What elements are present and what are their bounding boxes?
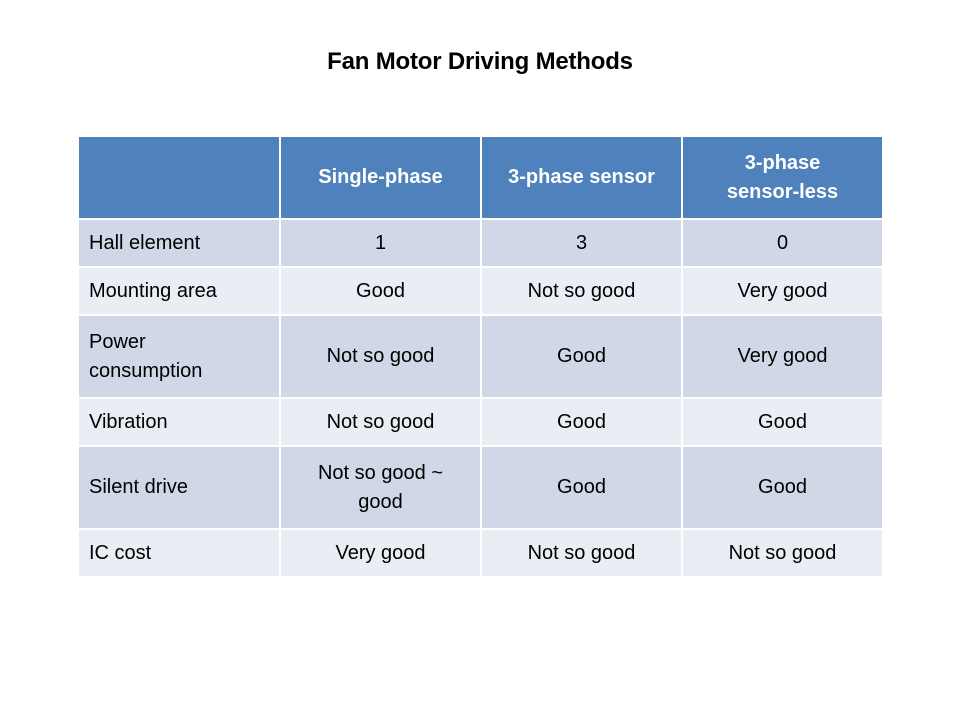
table-row: Hall element 1 3 0 — [77, 218, 884, 268]
row-label: IC cost — [77, 528, 281, 578]
table-cell: Good — [480, 314, 683, 399]
header-cell-3-phase-sensor-less: 3-phase sensor-less — [681, 135, 884, 220]
table-cell: Good — [681, 445, 884, 530]
header-cell-empty — [77, 135, 281, 220]
table-cell: 0 — [681, 218, 884, 268]
table-cell: Very good — [681, 314, 884, 399]
table-row: Power consumption Not so good Good Very … — [77, 314, 884, 399]
table-row: IC cost Very good Not so good Not so goo… — [77, 528, 884, 578]
comparison-table-container: Single-phase 3-phase sensor 3-phase sens… — [77, 135, 884, 578]
header-cell-single-phase: Single-phase — [279, 135, 482, 220]
table-cell: Not so good — [480, 266, 683, 316]
table-cell: Good — [480, 397, 683, 447]
row-label: Power consumption — [77, 314, 281, 399]
table-cell: Not so good — [279, 314, 482, 399]
header-cell-3-phase-sensor: 3-phase sensor — [480, 135, 683, 220]
table-row: Vibration Not so good Good Good — [77, 397, 884, 447]
table-cell: 3 — [480, 218, 683, 268]
table-cell: Not so good ~ good — [279, 445, 482, 530]
row-label: Mounting area — [77, 266, 281, 316]
table-cell: 1 — [279, 218, 482, 268]
row-label: Silent drive — [77, 445, 281, 530]
table-header-row: Single-phase 3-phase sensor 3-phase sens… — [77, 135, 884, 220]
table-row: Mounting area Good Not so good Very good — [77, 266, 884, 316]
table-cell: Very good — [279, 528, 482, 578]
table-row: Silent drive Not so good ~ good Good Goo… — [77, 445, 884, 530]
table-cell: Very good — [681, 266, 884, 316]
table-cell: Not so good — [681, 528, 884, 578]
slide-title: Fan Motor Driving Methods — [327, 48, 633, 75]
row-label: Hall element — [77, 218, 281, 268]
comparison-table: Single-phase 3-phase sensor 3-phase sens… — [77, 135, 884, 578]
table-cell: Not so good — [279, 397, 482, 447]
table-cell: Not so good — [480, 528, 683, 578]
table-cell: Good — [279, 266, 482, 316]
row-label: Vibration — [77, 397, 281, 447]
table-cell: Good — [681, 397, 884, 447]
table-cell: Good — [480, 445, 683, 530]
